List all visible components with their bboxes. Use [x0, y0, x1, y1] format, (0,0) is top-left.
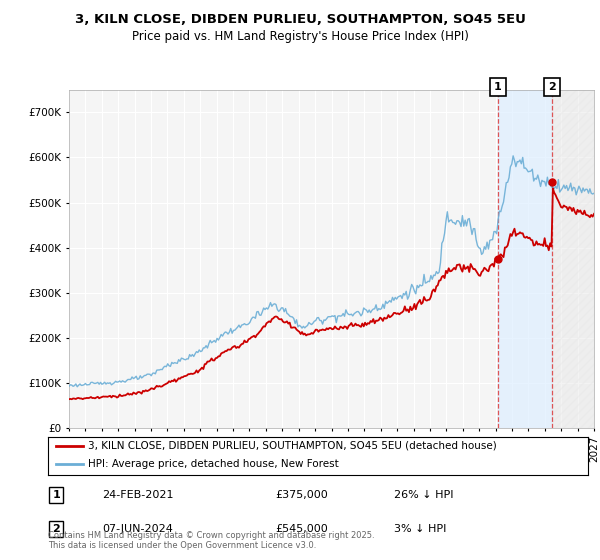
Text: 26% ↓ HPI: 26% ↓ HPI [394, 490, 453, 500]
Text: 07-JUN-2024: 07-JUN-2024 [102, 524, 173, 534]
Text: Contains HM Land Registry data © Crown copyright and database right 2025.
This d: Contains HM Land Registry data © Crown c… [48, 530, 374, 550]
Text: HPI: Average price, detached house, New Forest: HPI: Average price, detached house, New … [89, 459, 339, 469]
Text: Price paid vs. HM Land Registry's House Price Index (HPI): Price paid vs. HM Land Registry's House … [131, 30, 469, 43]
Text: £545,000: £545,000 [275, 524, 328, 534]
Text: £375,000: £375,000 [275, 490, 328, 500]
Bar [552, 90, 594, 428]
Text: 24-FEB-2021: 24-FEB-2021 [102, 490, 173, 500]
Text: 1: 1 [52, 490, 60, 500]
Bar [498, 90, 552, 428]
Text: 1: 1 [494, 82, 502, 92]
Text: 3, KILN CLOSE, DIBDEN PURLIEU, SOUTHAMPTON, SO45 5EU (detached house): 3, KILN CLOSE, DIBDEN PURLIEU, SOUTHAMPT… [89, 441, 497, 451]
Text: 2: 2 [52, 524, 60, 534]
Text: 2: 2 [548, 82, 556, 92]
Text: 3, KILN CLOSE, DIBDEN PURLIEU, SOUTHAMPTON, SO45 5EU: 3, KILN CLOSE, DIBDEN PURLIEU, SOUTHAMPT… [74, 13, 526, 26]
Text: 3% ↓ HPI: 3% ↓ HPI [394, 524, 446, 534]
